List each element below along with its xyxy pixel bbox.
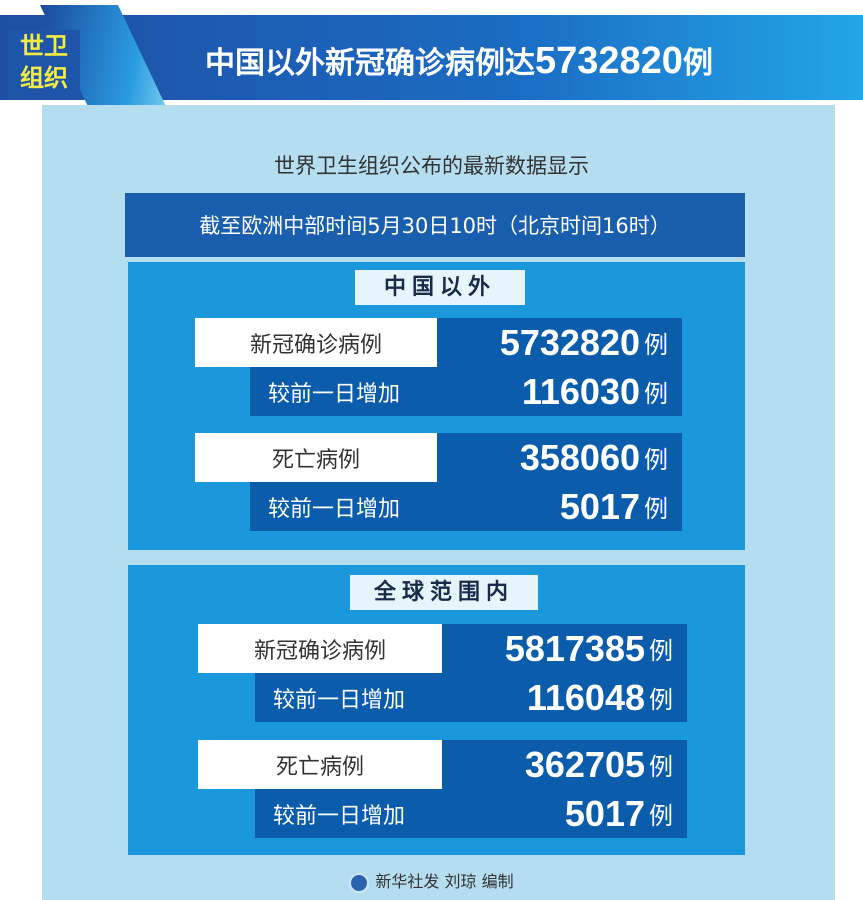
value-number: 5732820 xyxy=(499,321,640,363)
value-number: 5017 xyxy=(559,485,640,527)
value-number: 362705 xyxy=(524,743,645,785)
subtitle: 世界卫生组织公布的最新数据显示 xyxy=(274,154,589,178)
value-unit: 例 xyxy=(644,446,668,474)
badge-line: 世卫 xyxy=(20,32,68,60)
row-value: 116048 例 xyxy=(442,673,687,722)
credit-text: 新华社发 刘琼 编制 xyxy=(375,872,514,891)
row-label: 死亡病例 xyxy=(195,433,437,482)
title-number: 5732820 xyxy=(535,40,683,82)
section-label: 中国以外 xyxy=(355,270,525,305)
row-label: 新冠确诊病例 xyxy=(195,318,437,367)
who-badge: 世卫 组织 xyxy=(8,30,80,100)
date-bar: 截至欧洲中部时间5月30日10时（北京时间16时） xyxy=(125,193,745,257)
value-unit: 例 xyxy=(644,380,668,408)
value-unit: 例 xyxy=(644,331,668,359)
row-label: 新冠确诊病例 xyxy=(198,624,442,673)
value-unit: 例 xyxy=(649,802,673,830)
xinhua-logo-icon xyxy=(349,872,370,893)
row-value: 5817385 例 xyxy=(442,624,687,673)
credit-footer: 新华社发 刘琼 编制 xyxy=(0,868,863,893)
badge-line: 组织 xyxy=(20,64,68,92)
row-value: 116030 例 xyxy=(437,367,682,416)
value-number: 116048 xyxy=(526,676,645,718)
row-label: 较前一日增加 xyxy=(250,367,437,416)
value-unit: 例 xyxy=(649,753,673,781)
row-label: 较前一日增加 xyxy=(255,673,442,722)
page-title: 中国以外新冠确诊病例达5732820例 xyxy=(205,38,713,83)
value-unit: 例 xyxy=(644,495,668,523)
row-value: 5017 例 xyxy=(437,482,682,531)
value-unit: 例 xyxy=(649,686,673,714)
row-value: 362705 例 xyxy=(442,740,687,789)
row-value: 358060 例 xyxy=(437,433,682,482)
value-number: 358060 xyxy=(519,436,640,478)
title-unit: 例 xyxy=(682,46,713,81)
row-label: 死亡病例 xyxy=(198,740,442,789)
value-number: 5817385 xyxy=(504,627,645,669)
row-value: 5732820 例 xyxy=(437,318,682,367)
value-number: 5017 xyxy=(564,792,645,834)
section-label: 全球范围内 xyxy=(350,575,538,610)
title-text: 中国以外新冠确诊病例达 xyxy=(205,46,535,81)
value-number: 116030 xyxy=(521,370,640,412)
row-label: 较前一日增加 xyxy=(250,482,437,531)
value-unit: 例 xyxy=(649,637,673,665)
row-label: 较前一日增加 xyxy=(255,789,442,838)
row-value: 5017 例 xyxy=(442,789,687,838)
